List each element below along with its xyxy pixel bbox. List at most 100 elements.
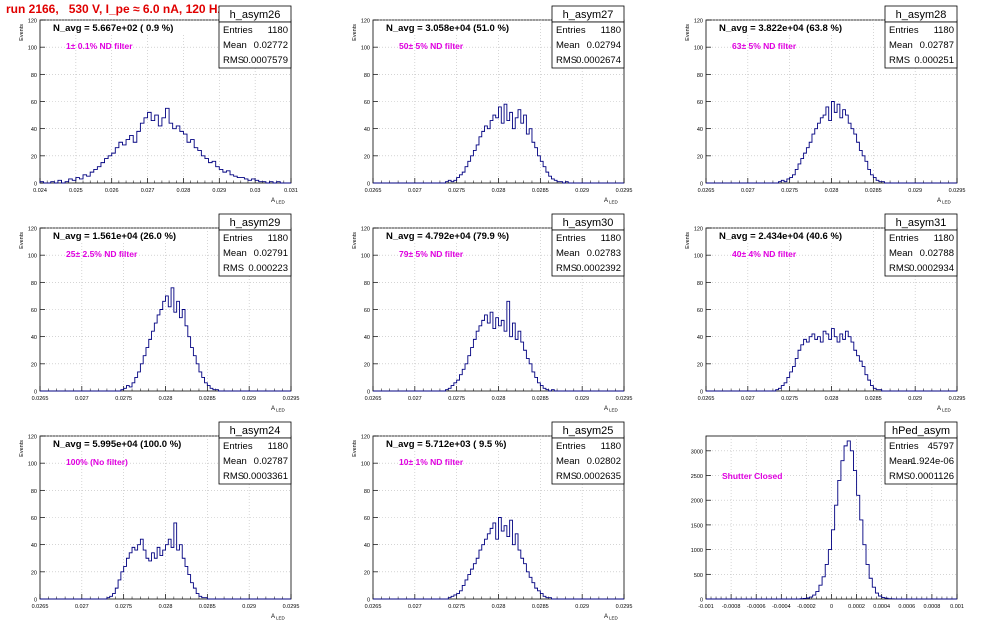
stats-box [218, 437, 292, 485]
y-tick-label: 40 [697, 335, 703, 341]
x-tick-label: 0.027 [741, 396, 755, 402]
stats-value: 1180 [268, 233, 288, 244]
y-tick-label: 100 [361, 462, 370, 468]
x-tick-label: 0.0265 [698, 188, 715, 194]
y-tick-label: 60 [364, 516, 370, 522]
x-tick-label: 0.0275 [448, 396, 465, 402]
stats-label: Mean [556, 40, 580, 51]
stats-value: 0.0001126 [910, 471, 954, 482]
x-tick-label: 0.0275 [448, 604, 465, 610]
x-tick-label: 0.0295 [949, 396, 966, 402]
y-tick-label: 500 [694, 573, 703, 579]
y-tick-label: 20 [697, 154, 703, 160]
y-tick-label: 120 [28, 435, 37, 441]
stats-label: Mean [223, 40, 247, 51]
histogram-panel-h_asym28: 0 20 40 60 80 100 120 0.0265 0.027 0.0275 0.028 0.0… [685, 5, 966, 205]
stats-value: 0.0003361 [243, 471, 288, 482]
stats-label: RMS [889, 263, 910, 274]
y-axis-label: Events [19, 440, 25, 457]
x-tick-label: 0.029 [212, 188, 226, 194]
x-tick-label: 0.025 [69, 188, 83, 194]
stats-label: Entries [556, 25, 586, 36]
stats-value: 0.02788 [920, 248, 954, 259]
stats-value: 1180 [268, 441, 288, 452]
x-tick-label: 0.0265 [32, 396, 49, 402]
stats-value: 45797 [928, 441, 954, 452]
x-tick-label: 0.0275 [781, 396, 798, 402]
x-tick-label: 0.0275 [115, 604, 132, 610]
filter-note: 40± 4% ND filter [732, 249, 797, 259]
x-tick-label: 0.027 [408, 396, 422, 402]
y-axis-label: Events [19, 24, 25, 41]
stats-label: Mean [889, 248, 913, 259]
filter-note: 63± 5% ND filter [732, 41, 797, 51]
y-tick-label: 100 [361, 254, 370, 260]
stats-value: 1180 [934, 25, 954, 36]
histogram-title: h_asym24 [230, 425, 281, 437]
y-tick-label: 60 [364, 100, 370, 106]
y-axis-label: Events [352, 232, 358, 249]
y-tick-label: 20 [31, 154, 37, 160]
x-tick-label: 0.027 [408, 604, 422, 610]
y-axis-label: Events [685, 232, 691, 249]
y-tick-label: 20 [364, 570, 370, 576]
stats-value: 1180 [268, 25, 288, 36]
x-axis-label: ALED [937, 406, 952, 413]
y-tick-label: 0 [367, 390, 370, 396]
histogram-panel-h_asym24: 0 20 40 60 80 100 120 0.0265 0.027 0.0275 0.028 0.0… [19, 421, 299, 621]
stats-box [551, 437, 625, 485]
stats-label: Mean [889, 40, 913, 51]
stats-value: 0.0002635 [576, 471, 621, 482]
y-tick-label: 80 [364, 73, 370, 79]
y-axis-label: Events [685, 24, 691, 41]
y-tick-label: 40 [31, 127, 37, 133]
y-tick-label: 20 [31, 570, 37, 576]
y-tick-label: 20 [364, 154, 370, 160]
x-tick-label: 0.0295 [616, 604, 633, 610]
x-axis-label: ALED [271, 198, 286, 205]
avg-label-box [374, 21, 532, 35]
stats-value: 0.02802 [587, 456, 621, 467]
stats-label: RMS [889, 471, 910, 482]
filter-note: 50± 5% ND filter [399, 41, 464, 51]
x-tick-label: -0.001 [698, 604, 714, 610]
histogram-title: h_asym27 [563, 9, 614, 21]
stats-label: RMS [556, 55, 577, 66]
stats-value: 1180 [601, 233, 621, 244]
x-tick-label: 0.0285 [199, 396, 216, 402]
x-tick-label: 0.0295 [949, 188, 966, 194]
x-tick-label: 0.0265 [365, 396, 382, 402]
histogram-title: h_asym30 [563, 217, 614, 229]
histogram-panel-h_asym31: 0 20 40 60 80 100 120 0.0265 0.027 0.0275 0.028 0.0… [685, 213, 966, 413]
x-tick-label: 0 [830, 604, 833, 610]
stats-value: 0.0002674 [576, 55, 621, 66]
y-tick-label: 20 [31, 362, 37, 368]
x-axis-label: ALED [604, 614, 619, 621]
stats-label: RMS [223, 471, 244, 482]
y-tick-label: 60 [697, 100, 703, 106]
stats-label: RMS [556, 471, 577, 482]
histogram-bins [40, 287, 291, 392]
y-tick-label: 20 [364, 362, 370, 368]
x-tick-label: 0.029 [575, 188, 589, 194]
x-tick-label: 0.0265 [365, 604, 382, 610]
histogram-bins [373, 300, 624, 392]
histogram-panel-h_asym29: 0 20 40 60 80 100 120 0.0265 0.027 0.0275 0.028 0.0… [19, 213, 299, 413]
x-tick-label: -0.0002 [797, 604, 816, 610]
y-tick-label: 60 [364, 308, 370, 314]
x-tick-label: 0.0265 [365, 188, 382, 194]
y-axis-label: Events [352, 24, 358, 41]
x-tick-label: 0.0285 [865, 188, 882, 194]
histogram-panel-h_asym26: 0 20 40 60 80 100 120 0.024 0.025 0.026 0.027 0.028… [19, 5, 298, 205]
x-tick-label: 0.0006 [898, 604, 915, 610]
stats-label: Entries [223, 25, 253, 36]
y-tick-label: 120 [694, 227, 703, 233]
y-tick-label: 80 [31, 73, 37, 79]
avg-label-box [374, 229, 532, 243]
stats-label: RMS [223, 55, 244, 66]
histogram-title: h_asym28 [896, 9, 947, 21]
y-tick-label: 40 [31, 335, 37, 341]
filter-note: 100% (No filter) [66, 457, 128, 467]
y-tick-label: 80 [364, 281, 370, 287]
stats-label: Entries [889, 441, 919, 452]
